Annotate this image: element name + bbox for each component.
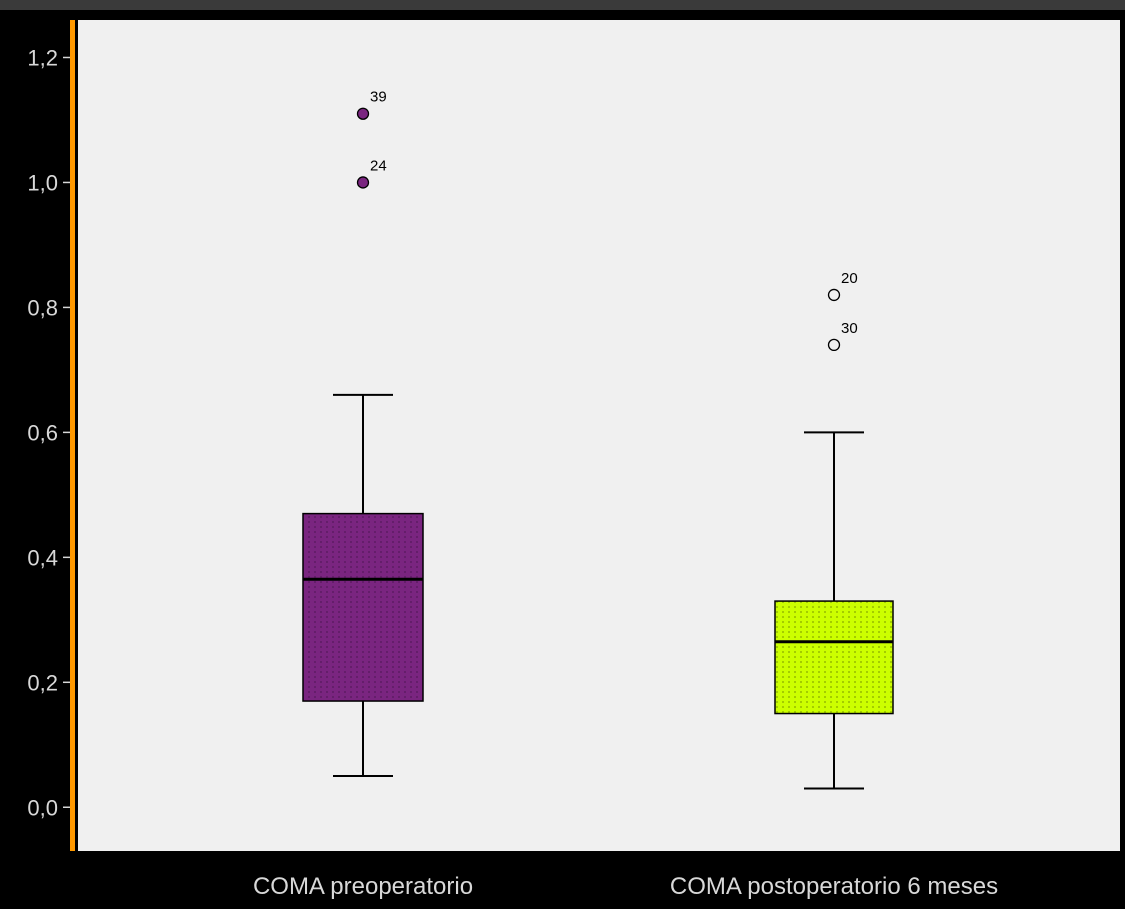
box-pattern: [775, 601, 893, 714]
y-axis-line: [70, 20, 75, 851]
y-tick-label: 1,2: [27, 45, 58, 70]
plot-area: [78, 20, 1120, 851]
window-top-bar: [0, 0, 1125, 10]
x-category-label: COMA preoperatorio: [253, 873, 473, 900]
y-tick-label: 0,8: [27, 295, 58, 320]
x-axis-categories: COMA preoperatorio COMA postoperatorio 6 …: [253, 873, 998, 900]
outlier-point: [827, 288, 841, 302]
y-tick-label: 1,0: [27, 170, 58, 195]
outlier-label: 24: [370, 157, 387, 174]
box-group: 39 24: [302, 89, 424, 778]
outlier-point: [356, 176, 370, 189]
y-tick-label: 0,0: [27, 795, 58, 820]
outlier-label: 39: [370, 89, 387, 106]
x-category-label: COMA postoperatorio 6 meses: [670, 873, 998, 900]
outlier-label: 30: [841, 320, 858, 337]
outlier-point: [356, 107, 370, 120]
y-tick-label: 0,2: [27, 670, 58, 695]
y-tick-label: 0,6: [27, 420, 58, 445]
y-axis-ticks: 0,0 0,2 0,4 0,6 0,8 1,0 1,2: [27, 45, 70, 820]
outlier-label: 20: [841, 270, 858, 287]
box-pattern: [303, 513, 423, 702]
outlier-point: [827, 338, 841, 352]
y-tick-label: 0,4: [27, 545, 58, 570]
